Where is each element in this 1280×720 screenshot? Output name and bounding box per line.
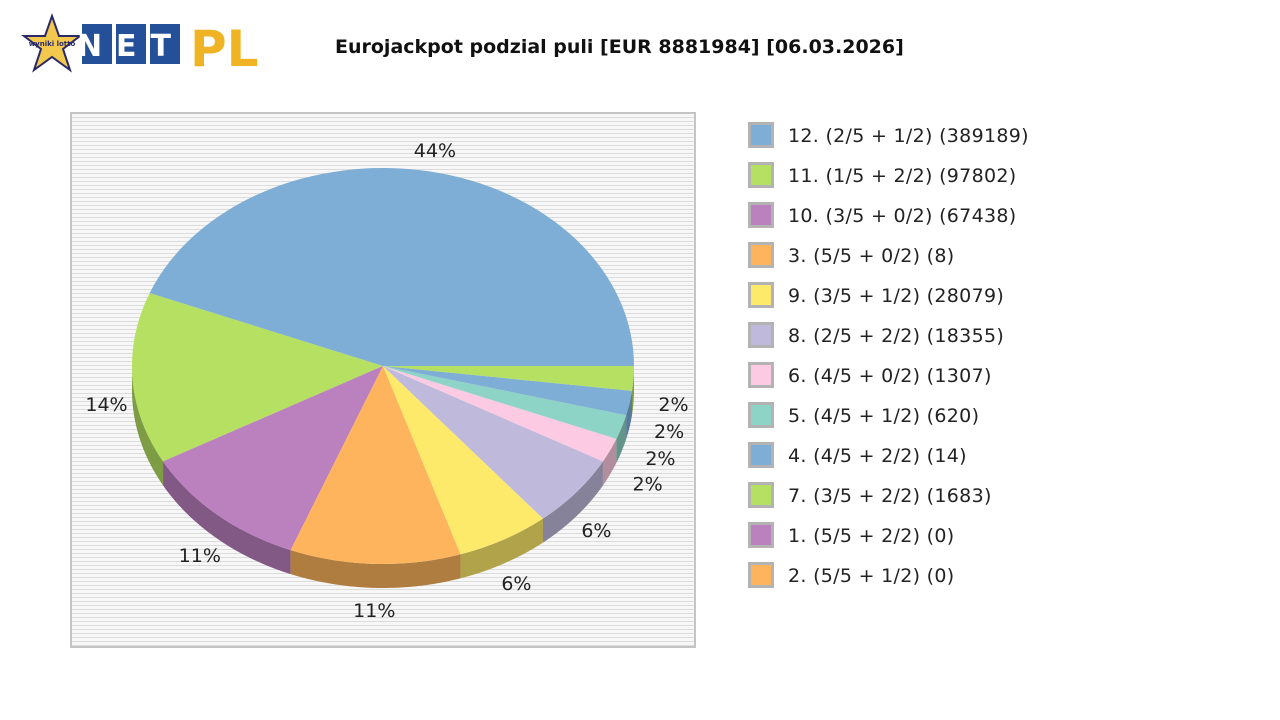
- legend-label: 2. (5/5 + 1/2) (0): [788, 565, 955, 587]
- legend-swatch: [748, 242, 774, 268]
- legend-swatch: [748, 202, 774, 228]
- logo-pl-text: PL: [190, 20, 259, 78]
- legend-swatch: [748, 322, 774, 348]
- legend-swatch: [748, 482, 774, 508]
- logo-badge-text: wyniki lotto: [29, 40, 76, 48]
- logo-graphic: wyniki lotto NET PL: [21, 12, 259, 78]
- legend-label: 8. (2/5 + 2/2) (18355): [788, 325, 1005, 347]
- legend-swatch: [748, 562, 774, 588]
- plot-area: [70, 112, 696, 648]
- chart-title: Eurojackpot podzial puli [EUR 8881984] […: [335, 36, 904, 58]
- legend-swatch: [748, 282, 774, 308]
- legend-label: 12. (2/5 + 1/2) (389189): [788, 125, 1029, 147]
- legend-label: 5. (4/5 + 1/2) (620): [788, 405, 980, 427]
- legend-label: 3. (5/5 + 0/2) (8): [788, 245, 955, 267]
- legend-swatch: [748, 122, 774, 148]
- logo-net-text: NET: [77, 29, 185, 64]
- legend-swatch: [748, 362, 774, 388]
- legend-label: 11. (1/5 + 2/2) (97802): [788, 165, 1017, 187]
- legend-label: 6. (4/5 + 0/2) (1307): [788, 365, 992, 387]
- legend-swatch: [748, 522, 774, 548]
- legend-label: 10. (3/5 + 0/2) (67438): [788, 205, 1017, 227]
- legend-label: 4. (4/5 + 2/2) (14): [788, 445, 967, 467]
- legend-label: 1. (5/5 + 2/2) (0): [788, 525, 955, 547]
- legend-swatch: [748, 162, 774, 188]
- legend-label: 7. (3/5 + 2/2) (1683): [788, 485, 992, 507]
- legend-swatch: [748, 442, 774, 468]
- legend-swatch: [748, 402, 774, 428]
- star-icon: [21, 12, 83, 73]
- legend-label: 9. (3/5 + 1/2) (28079): [788, 285, 1005, 307]
- netpl-logo[interactable]: wyniki lotto NET PL: [20, 10, 270, 78]
